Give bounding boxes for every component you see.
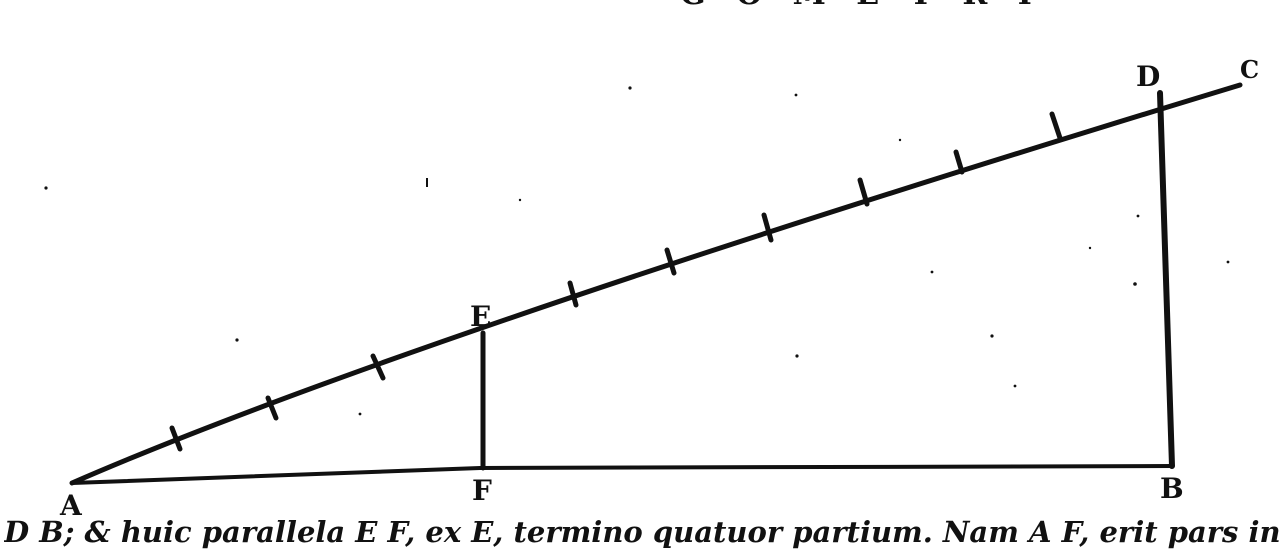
point-label-e: E <box>470 300 491 333</box>
point-label-a: A <box>59 489 83 522</box>
division-tick <box>169 425 183 452</box>
division-ticks <box>169 111 1063 452</box>
division-tick <box>857 177 870 207</box>
lines <box>69 82 1243 486</box>
division-tick <box>664 247 677 276</box>
division-tick <box>761 212 774 243</box>
point-label-b: B <box>1160 472 1184 505</box>
speck <box>1088 246 1092 250</box>
speck <box>794 93 798 97</box>
speck <box>1136 214 1140 218</box>
speck <box>358 412 362 416</box>
header-text: G O M E T R I <box>680 0 1042 12</box>
line-d-b <box>1157 90 1175 469</box>
division-tick <box>370 353 386 381</box>
speck <box>1133 282 1137 286</box>
speck <box>990 334 994 338</box>
point-label-f: F <box>472 474 492 507</box>
speck <box>628 86 632 90</box>
speck <box>930 270 934 274</box>
point-label-d: D <box>1136 60 1160 93</box>
caption-text: D B; & huic parallela E F, ex E, termino… <box>4 515 1281 549</box>
speck <box>795 354 799 358</box>
speck <box>1226 260 1230 264</box>
speck <box>235 338 239 342</box>
division-tick <box>265 395 279 421</box>
division-tick <box>953 149 965 175</box>
speck <box>426 178 428 187</box>
print-specks <box>44 86 1230 416</box>
point-labels: A B C D E F <box>59 55 1259 522</box>
speck <box>518 198 522 202</box>
speck <box>898 138 902 142</box>
point-label-c: C <box>1240 55 1259 84</box>
speck <box>1013 384 1017 388</box>
speck <box>44 186 48 190</box>
division-tick <box>1049 111 1063 141</box>
division-tick <box>567 280 579 308</box>
line-a-b <box>70 464 1174 485</box>
line-a-c <box>69 82 1243 486</box>
